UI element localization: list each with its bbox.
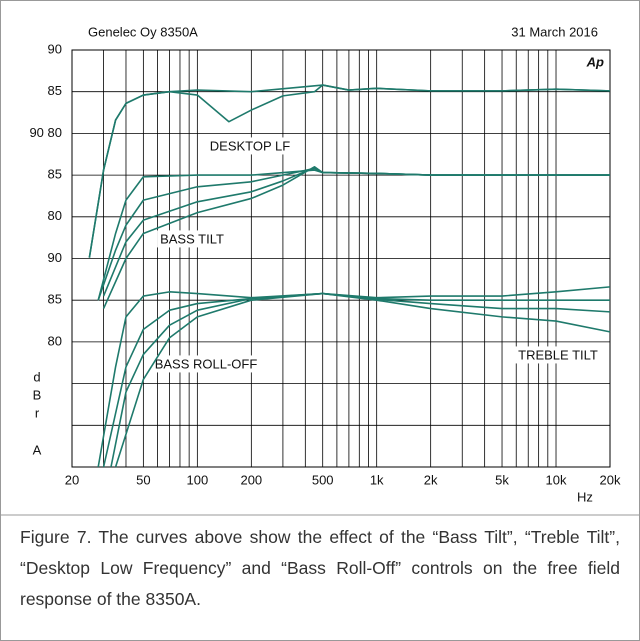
annotation: BASS TILT [160,231,224,246]
x-tick-label: 20k [600,472,621,487]
response-curve [88,84,611,258]
y-axis-label: A [33,442,42,457]
response-curve [110,292,611,468]
x-tick-label: 100 [186,472,208,487]
y-tick-label: 90 [48,250,62,265]
y-tick-label: 80 [48,208,62,223]
annotation-background [157,230,227,248]
y-axis-label: r [35,405,40,420]
response-curve [102,165,610,309]
x-tick-label: 2k [424,472,438,487]
chart-title: Genelec Oy 8350A [88,24,198,39]
response-curve [114,292,611,468]
annotation-background [151,355,261,373]
annotation: TREBLE TILT [518,347,598,362]
logo: Ap [586,54,604,69]
y-tick-label: 90 [48,41,62,56]
y-tick-label: 80 [48,333,62,348]
annotation-background [515,346,601,364]
caption: Figure 7. The curves above show the effe… [20,527,620,609]
x-tick-label: 1k [370,472,384,487]
response-curve [97,286,611,468]
x-axis-label: Hz [577,489,593,504]
chart: Genelec Oy 8350A 31 March 2016 Hz 20 50 10… [0,24,640,516]
y-tick-label: 85 [48,292,62,307]
x-tick-label: 20 [65,472,79,487]
y-axis-label: d [33,369,40,384]
x-tick-label: 10k [546,472,567,487]
x-tick-label: 500 [312,472,334,487]
y-tick-label: 85 [48,83,62,98]
y-axis-label: B [33,387,42,402]
x-tick-label: 50 [136,472,150,487]
plot-border [71,49,611,468]
y-tick-label: 90 80 [29,125,62,140]
x-tick-label: 5k [495,472,509,487]
chart-date: 31 March 2016 [511,24,598,39]
y-tick-label: 85 [48,167,62,182]
x-tick-label: 200 [240,472,262,487]
annotation-background [206,137,294,155]
annotation: BASS ROLL-OFF [155,356,258,371]
annotation: DESKTOP LF [210,138,290,153]
